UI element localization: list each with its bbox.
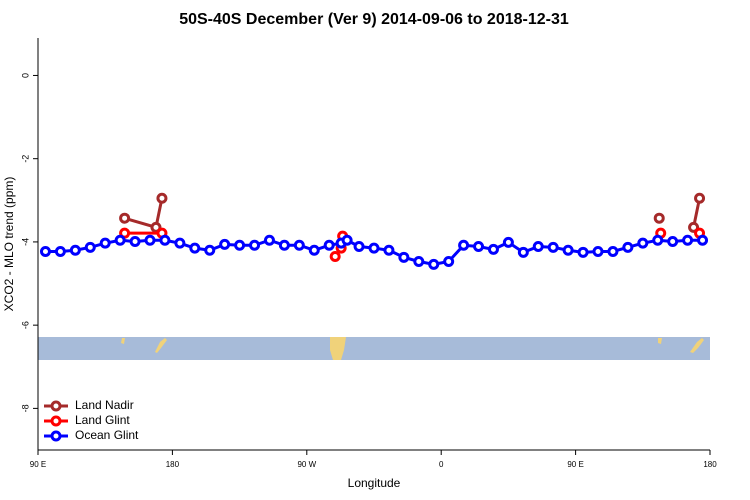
point [119, 212, 131, 224]
map-strip [38, 337, 710, 360]
x-tick-label: 0 [439, 460, 444, 469]
point [353, 240, 365, 252]
point [99, 237, 111, 249]
y-tick-label: -8 [20, 404, 30, 412]
point [204, 244, 216, 256]
point [694, 192, 706, 204]
x-axis-label: Longitude [348, 476, 401, 490]
point [54, 245, 66, 257]
legend-label: Ocean Glint [75, 428, 139, 442]
point [428, 258, 440, 270]
point [308, 244, 320, 256]
point [189, 242, 201, 254]
point [156, 192, 168, 204]
point [458, 239, 470, 251]
point [682, 234, 694, 246]
point [323, 239, 335, 251]
x-tick-label: 180 [166, 460, 180, 469]
point [688, 221, 700, 233]
point [383, 244, 395, 256]
point [69, 244, 81, 256]
point [443, 255, 455, 267]
x-tick-label: 90 W [297, 460, 316, 469]
series-line [124, 197, 702, 230]
y-tick-label: 0 [20, 73, 30, 78]
point [129, 236, 141, 248]
point [487, 243, 499, 255]
legend-label: Land Glint [75, 413, 130, 427]
x-tick-label: 180 [703, 460, 717, 469]
legend-label: Land Nadir [75, 398, 134, 412]
point [592, 245, 604, 257]
point [413, 255, 425, 267]
y-tick-label: -6 [20, 321, 30, 329]
point [562, 244, 574, 256]
point [622, 241, 634, 253]
point [144, 234, 156, 246]
y-tick-label: -4 [20, 238, 30, 246]
point [398, 251, 410, 263]
legend-marker [50, 400, 62, 412]
series-line [45, 238, 703, 266]
point [532, 240, 544, 252]
point [249, 239, 261, 251]
x-tick-label: 90 E [567, 460, 583, 469]
y-axis-label: XCO2 - MLO trend (ppm) [2, 177, 16, 312]
point [39, 245, 51, 257]
point [234, 239, 246, 251]
point [150, 221, 162, 233]
point [329, 250, 341, 262]
point [547, 241, 559, 253]
y-tick-label: -2 [20, 155, 30, 163]
point [577, 246, 589, 258]
point [473, 240, 485, 252]
legend-marker [50, 415, 62, 427]
point [607, 245, 619, 257]
point [219, 238, 231, 250]
point [159, 234, 171, 246]
point [174, 237, 186, 249]
point [697, 234, 709, 246]
point [263, 234, 275, 246]
point [653, 212, 665, 224]
point [368, 242, 380, 254]
point [293, 239, 305, 251]
point [84, 241, 96, 253]
ocean-band [38, 337, 710, 360]
point [341, 234, 353, 246]
point [278, 239, 290, 251]
legend-marker [50, 430, 62, 442]
point [667, 236, 679, 248]
point [114, 234, 126, 246]
point [637, 237, 649, 249]
x-tick-label: 90 E [30, 460, 46, 469]
point [517, 246, 529, 258]
point [502, 236, 514, 248]
chart-title: 50S-40S December (Ver 9) 2014-09-06 to 2… [179, 11, 569, 28]
point [652, 234, 664, 246]
